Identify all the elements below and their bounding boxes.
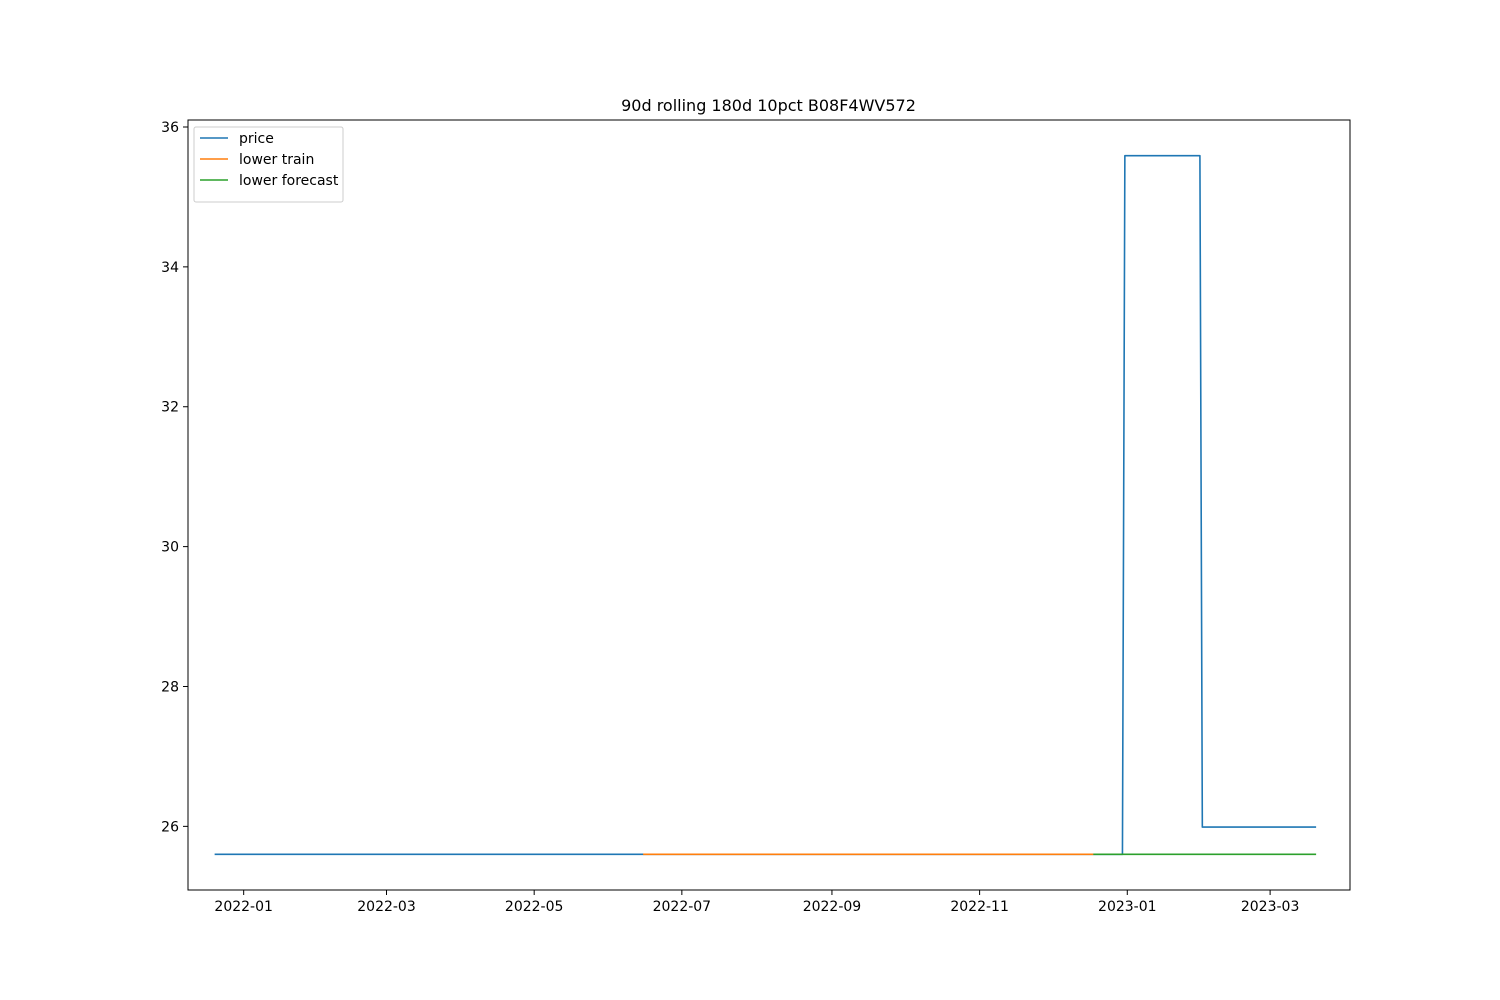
- x-tick-label: 2022-05: [505, 899, 564, 915]
- y-axis: 26 28 30 32 34 36: [161, 120, 188, 835]
- series-layer: [214, 154, 1317, 856]
- x-tick-label: 2022-03: [357, 899, 416, 915]
- y-tick-label: 28: [161, 679, 179, 695]
- y-tick-label: 32: [161, 400, 179, 416]
- x-tick-label: 2022-11: [950, 899, 1009, 915]
- x-tick-label: 2023-03: [1241, 899, 1300, 915]
- legend-box: [193, 126, 344, 203]
- legend: price lower train lower forecast: [193, 126, 344, 203]
- x-tick-label: 2022-01: [214, 899, 273, 915]
- x-axis: 2022-01 2022-03 2022-05 2022-07 2022-09 2022-…: [214, 890, 1299, 915]
- y-tick-label: 36: [161, 120, 179, 136]
- legend-label: lower forecast: [239, 173, 339, 189]
- y-tick-label: 26: [161, 819, 179, 835]
- x-tick-label: 2022-07: [653, 899, 712, 915]
- x-tick-label: 2023-01: [1098, 899, 1157, 915]
- axes-frame: [187, 119, 1351, 891]
- x-tick-label: 2022-09: [803, 899, 862, 915]
- chart-title: 90d rolling 180d 10pct B08F4WV572: [621, 96, 916, 115]
- legend-label: price: [239, 131, 274, 147]
- y-tick-label: 34: [161, 260, 179, 276]
- legend-label: lower train: [239, 152, 314, 168]
- y-tick-label: 30: [161, 540, 179, 556]
